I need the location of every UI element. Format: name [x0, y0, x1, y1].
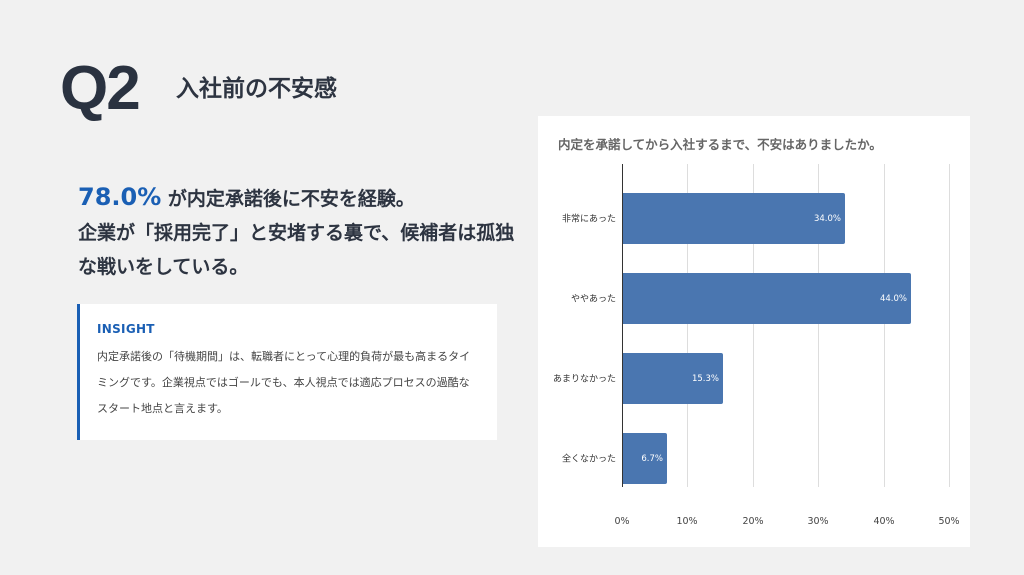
category-label: ややあった [570, 294, 616, 305]
x-tick-label: 10% [676, 516, 698, 527]
headline: 78.0% が内定承諾後に不安を経験。 企業が「採用完了」と安堵する裏で、候補者… [78, 180, 518, 284]
bar-value-label: 15.3% [691, 373, 719, 384]
gridline [753, 164, 754, 487]
bar: 15.3% [623, 353, 723, 404]
chart-title: 内定を承諾してから入社するまで、不安はありましたか。 [558, 137, 882, 152]
bar-chart-plot: 0% 10% 20% 30% 40% 50% 非常にあった 34.0% ややあった 44.0% あま… [553, 164, 960, 537]
x-tick-label: 0% [614, 516, 630, 527]
question-number: Q2 [60, 54, 141, 123]
bar: 34.0% [623, 193, 845, 244]
headline-line2: 企業が「採用完了」と安堵する裏で、候補者は孤独な戦いをしている。 [78, 222, 515, 278]
x-tick-label: 40% [873, 516, 895, 527]
page-title: 入社前の不安感 [176, 76, 337, 102]
gridline [818, 164, 819, 487]
y-axis-line [622, 164, 623, 487]
insight-label: INSIGHT [97, 322, 155, 336]
category-label: 全くなかった [561, 454, 616, 465]
bar: 6.7% [623, 433, 667, 484]
category-label: 非常にあった [561, 214, 616, 225]
x-tick-label: 50% [938, 516, 960, 527]
x-tick-label: 20% [742, 516, 764, 527]
x-tick-label: 30% [807, 516, 829, 527]
insight-body: 内定承諾後の「待機期間」は、転職者にとって心理的負荷が最も高まるタイミングです。… [97, 350, 471, 415]
headline-line1: が内定承諾後に不安を経験。 [161, 188, 415, 210]
bar: 44.0% [623, 273, 911, 324]
bar-value-label: 6.7% [641, 453, 663, 464]
insight-box: INSIGHT 内定承諾後の「待機期間」は、転職者にとって心理的負荷が最も高まる… [77, 304, 497, 440]
bar-value-label: 44.0% [879, 293, 907, 304]
category-label: あまりなかった [552, 374, 616, 385]
gridline [884, 164, 885, 487]
headline-highlight-stat: 78.0% [78, 183, 162, 211]
gridline [687, 164, 688, 487]
chart-card: 内定を承諾してから入社するまで、不安はありましたか。 0% 10% 20% 30% 40… [538, 116, 970, 547]
gridline [949, 164, 950, 487]
bar-value-label: 34.0% [813, 213, 841, 224]
